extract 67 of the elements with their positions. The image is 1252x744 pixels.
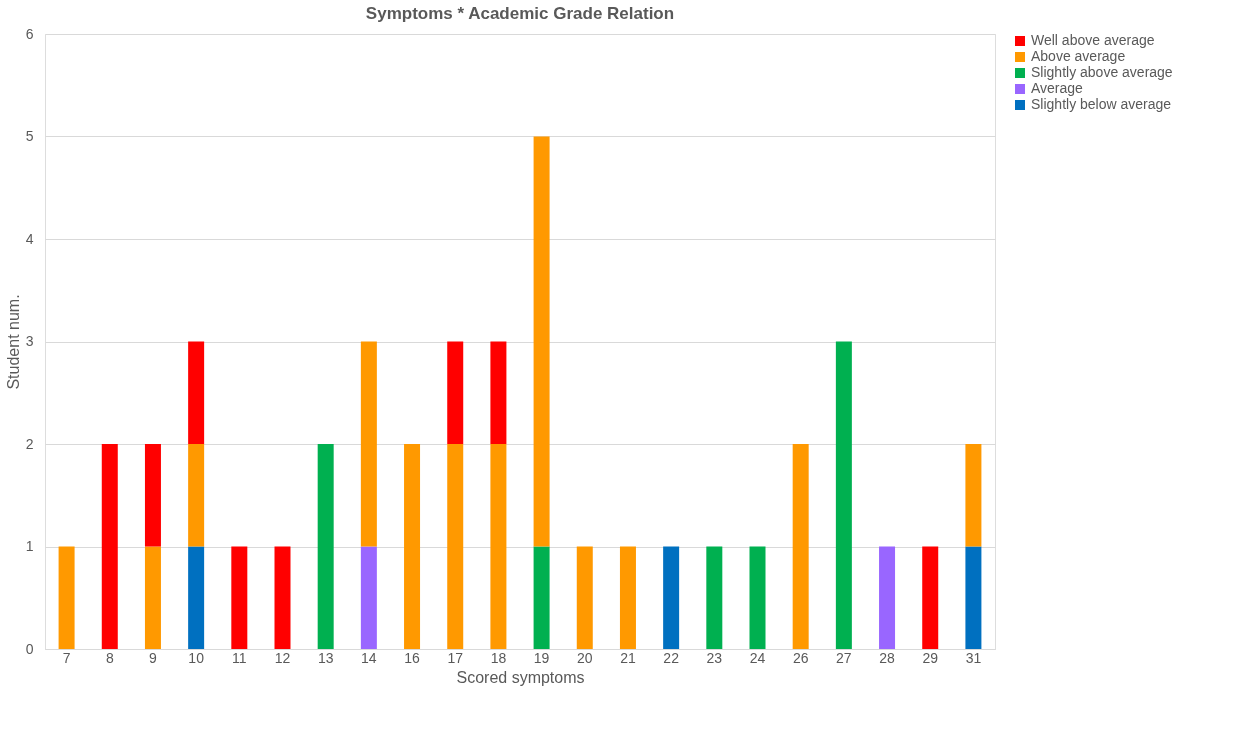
bar: [274, 546, 291, 649]
x-tick-label: 31: [965, 649, 982, 666]
x-tick-label: 10: [188, 649, 205, 666]
bar: [576, 546, 593, 649]
legend-label: Slightly above average: [1031, 64, 1173, 80]
bar: [792, 444, 809, 649]
chart-title: Symptoms * Academic Grade Relation: [365, 4, 675, 23]
bar: [879, 546, 896, 649]
x-tick-label: 18: [490, 649, 507, 666]
y-tick-label: 1: [25, 538, 34, 554]
bar: [144, 546, 161, 649]
bar: [965, 546, 982, 649]
x-tick-label: 11: [232, 649, 247, 666]
bar: [58, 546, 75, 649]
bar: [533, 546, 550, 649]
bar: [922, 546, 939, 649]
legend-label: Slightly below average: [1031, 96, 1172, 112]
bar: [144, 444, 161, 547]
bar: [749, 546, 766, 649]
x-tick-label: 19: [533, 649, 550, 666]
bar: [706, 546, 723, 649]
bar: [447, 341, 464, 444]
bar: [663, 546, 680, 649]
x-tick-label: 28: [879, 649, 896, 666]
bar: [101, 444, 118, 649]
bar: [188, 546, 205, 649]
x-tick-label: 27: [836, 649, 852, 666]
bar: [447, 444, 464, 649]
bar: [188, 444, 205, 547]
x-tick-label: 14: [361, 649, 377, 666]
x-tick-label: 8: [105, 649, 114, 666]
x-axis-title: Scored symptoms: [456, 668, 585, 686]
bar: [360, 341, 377, 547]
bar: [317, 444, 334, 649]
x-tick-label: 9: [149, 649, 158, 666]
x-tick-label: 20: [576, 649, 593, 666]
x-tick-label: 12: [274, 649, 291, 666]
bar: [490, 341, 507, 444]
x-tick-label: 26: [792, 649, 809, 666]
x-tick-label: 21: [620, 649, 636, 666]
x-tick-label: 29: [922, 649, 939, 666]
x-tick-label: 24: [749, 649, 766, 666]
y-tick-label: 2: [25, 435, 34, 452]
bar: [231, 546, 248, 649]
bar: [188, 341, 205, 444]
x-tick-label: 22: [663, 649, 680, 666]
bar: [619, 546, 636, 649]
legend-label: Above average: [1031, 48, 1126, 64]
x-tick-label: 7: [62, 649, 71, 666]
y-axis-title: Student num.: [4, 294, 22, 390]
y-tick-label: 6: [25, 25, 34, 42]
y-tick-label: 4: [25, 230, 34, 247]
bar: [360, 546, 377, 649]
legend-label: Average: [1031, 80, 1084, 96]
x-tick-label: 16: [404, 649, 421, 666]
x-tick-label: 17: [447, 649, 464, 666]
bar: [533, 136, 550, 547]
x-tick-label: 13: [317, 649, 334, 666]
x-tick-label: 23: [706, 649, 723, 666]
y-tick-label: 5: [25, 128, 34, 144]
y-tick-label: 3: [25, 333, 34, 349]
y-tick-label: 0: [25, 640, 34, 657]
bar: [835, 341, 852, 649]
bar: [965, 444, 982, 547]
bar: [404, 444, 421, 649]
bar: [490, 444, 507, 649]
legend-label: Well above average: [1031, 32, 1155, 48]
